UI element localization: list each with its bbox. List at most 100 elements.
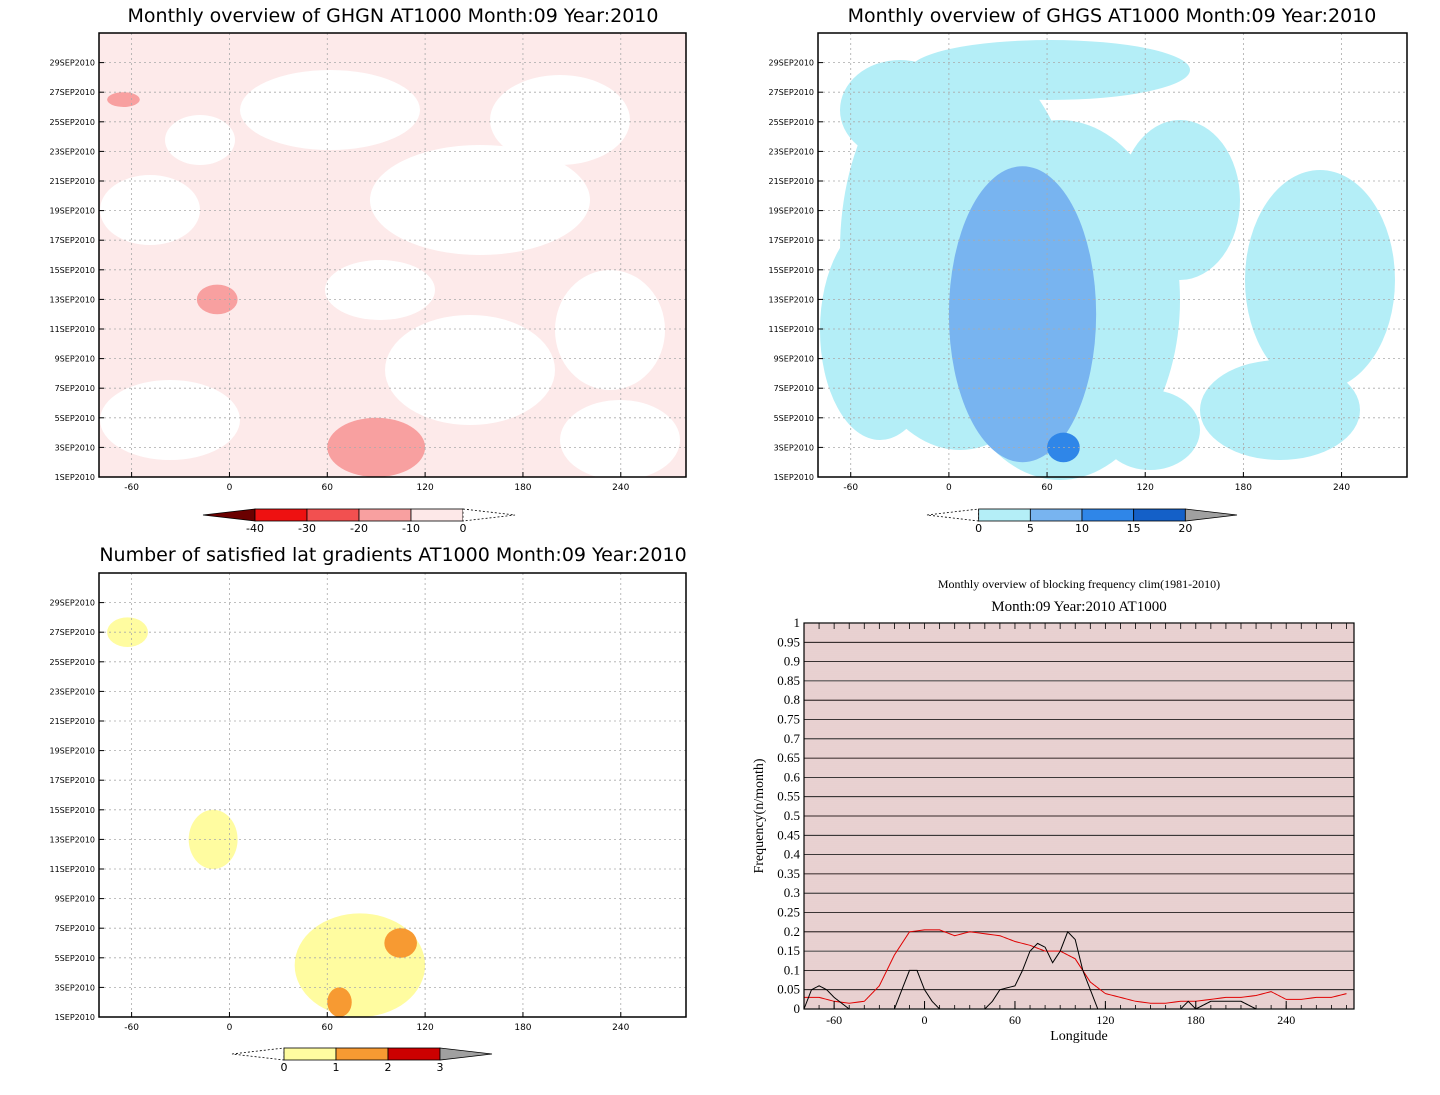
- y-tick-label: 0: [794, 1001, 801, 1016]
- y-tick-label: 1: [794, 615, 801, 630]
- y-tick-label: 27SEP2010: [50, 88, 96, 97]
- x-tick-label: 240: [612, 483, 629, 493]
- x-tick-label: 0: [227, 1023, 233, 1033]
- data-region: [107, 617, 148, 647]
- y-axis-label: Frequency(n/month): [752, 758, 767, 873]
- y-tick-label: 0.05: [777, 982, 800, 997]
- x-tick-label: 240: [612, 1023, 629, 1033]
- y-tick-label: 19SEP2010: [769, 207, 815, 216]
- colorbar-lower-extension: [926, 508, 980, 522]
- y-tick-label: 0.45: [777, 827, 800, 842]
- colorbar-segment: [410, 508, 464, 522]
- x-tick-label: 180: [514, 1023, 531, 1033]
- series-line: [803, 930, 1347, 1010]
- y-tick-label: 9SEP2010: [55, 895, 95, 904]
- x-tick-label: 60: [1009, 1013, 1021, 1027]
- y-tick-label: 19SEP2010: [50, 207, 96, 216]
- y-tick-label: 15SEP2010: [50, 266, 96, 275]
- y-tick-label: 7SEP2010: [774, 384, 814, 393]
- colorbar-label: 2: [385, 1061, 392, 1074]
- level-0-5-region: [820, 220, 940, 440]
- y-tick-label: 3SEP2010: [774, 443, 814, 452]
- level-0-5-region: [1120, 120, 1240, 280]
- colorbar-segment: [306, 508, 360, 522]
- colorbar-label: 1: [333, 1061, 340, 1074]
- data-region: [196, 284, 238, 315]
- y-tick-label: 0.5: [784, 808, 800, 823]
- y-tick-label: 17SEP2010: [769, 236, 815, 245]
- level-0-5-region: [910, 40, 1190, 100]
- x-tick-label: 0: [946, 483, 952, 493]
- y-tick-label: 5SEP2010: [55, 954, 95, 963]
- y-tick-label: 9SEP2010: [774, 355, 814, 364]
- y-tick-label: 23SEP2010: [50, 147, 96, 156]
- x-tick-label: 0: [922, 1013, 928, 1027]
- white-gap-region: [100, 175, 200, 245]
- y-tick-label: 5SEP2010: [774, 414, 814, 423]
- y-tick-label: 21SEP2010: [50, 177, 96, 186]
- y-tick-label: 1SEP2010: [55, 473, 95, 482]
- colorbar-segment: [254, 508, 308, 522]
- white-gap-region: [555, 270, 665, 390]
- y-tick-label: 0.15: [777, 943, 800, 958]
- white-gap-region: [490, 75, 630, 165]
- y-tick-label: 0.8: [784, 692, 800, 707]
- white-gap-region: [325, 260, 435, 320]
- colorbar-segment: [387, 1047, 441, 1061]
- colorbar-label: 3: [437, 1061, 444, 1074]
- colorbar-segment: [1133, 508, 1186, 522]
- y-tick-label: 15SEP2010: [769, 266, 815, 275]
- colorbar-lower-extension: [231, 1047, 285, 1061]
- data-region: [107, 92, 140, 107]
- y-tick-label: 0.35: [777, 866, 800, 881]
- y-tick-label: 0.2: [784, 924, 800, 939]
- colorbar-segment: [358, 508, 412, 522]
- y-tick-label: 25SEP2010: [50, 118, 96, 127]
- colorbar-segment: [978, 508, 1031, 522]
- y-tick-label: 25SEP2010: [769, 118, 815, 127]
- lat-gradients-panel: Number of satisfied lat gradients AT1000…: [50, 544, 687, 1074]
- y-tick-label: 27SEP2010: [769, 88, 815, 97]
- white-gap-region: [385, 315, 555, 425]
- colorbar-label: -20: [350, 522, 368, 535]
- y-tick-label: 17SEP2010: [50, 236, 96, 245]
- y-tick-label: 11SEP2010: [50, 325, 96, 334]
- y-tick-label: 0.75: [777, 712, 800, 727]
- x-tick-label: -60: [843, 483, 858, 493]
- y-tick-label: 23SEP2010: [50, 687, 96, 696]
- plot-frame: [98, 572, 687, 1018]
- y-tick-label: 29SEP2010: [50, 599, 96, 608]
- x-tick-label: 120: [1096, 1013, 1114, 1027]
- y-tick-label: 17SEP2010: [50, 776, 96, 785]
- plot-frame: [817, 32, 1408, 478]
- level-0-5-region: [1245, 170, 1395, 390]
- x-tick-label: 120: [417, 483, 434, 493]
- colorbar-label: 20: [1178, 522, 1192, 535]
- chart-subtitle: Month:09 Year:2010 AT1000: [991, 599, 1166, 615]
- x-tick-label: 240: [1277, 1013, 1295, 1027]
- y-tick-label: 0.25: [777, 905, 800, 920]
- y-tick-label: 0.9: [784, 654, 800, 669]
- colorbar-label: 10: [1075, 522, 1089, 535]
- y-tick-label: 27SEP2010: [50, 628, 96, 637]
- colorbar-segment: [283, 1047, 337, 1061]
- ghgn-panel: Monthly overview of GHGN AT1000 Month:09…: [50, 5, 687, 535]
- white-gap-region: [370, 145, 590, 255]
- y-tick-label: 15SEP2010: [50, 806, 96, 815]
- data-region: [188, 809, 238, 870]
- x-tick-label: 240: [1333, 483, 1350, 493]
- x-tick-label: 120: [417, 1023, 434, 1033]
- y-tick-label: 13SEP2010: [50, 295, 96, 304]
- level-0-5-region: [1200, 360, 1360, 460]
- y-tick-label: 3SEP2010: [55, 983, 95, 992]
- colorbar-lower-extension: [202, 508, 256, 522]
- y-tick-label: 3SEP2010: [55, 443, 95, 452]
- x-tick-label: 180: [1187, 1013, 1205, 1027]
- y-tick-label: 13SEP2010: [50, 835, 96, 844]
- x-tick-label: 180: [514, 483, 531, 493]
- chart-title: Monthly overview of GHGN AT1000 Month:09…: [128, 5, 659, 27]
- y-tick-label: 11SEP2010: [769, 325, 815, 334]
- level-0-5-region: [1100, 390, 1200, 470]
- x-tick-label: 60: [1041, 483, 1053, 493]
- colorbar-label: -40: [246, 522, 264, 535]
